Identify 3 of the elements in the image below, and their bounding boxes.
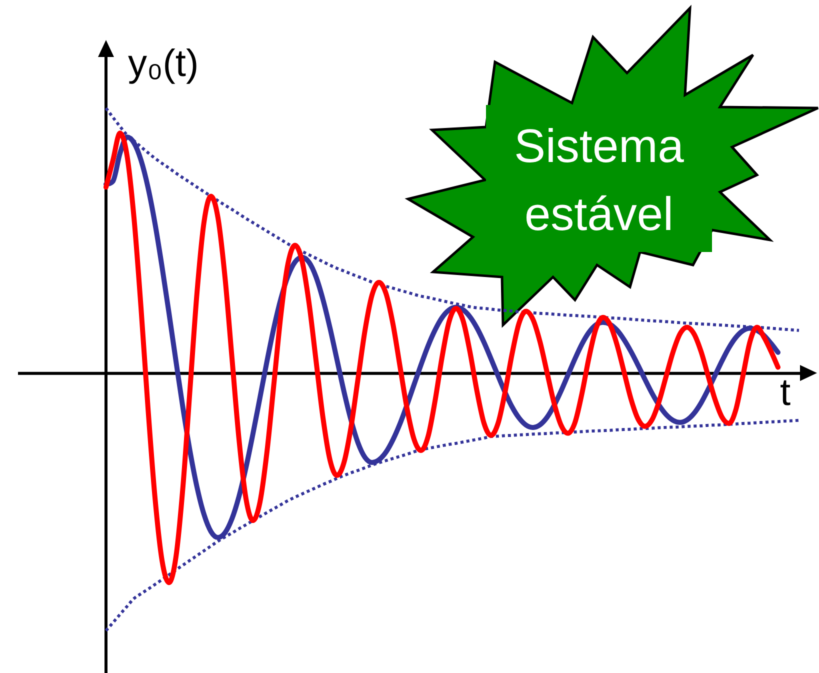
x-axis-title: t xyxy=(780,372,791,414)
y-axis-title: y₀(t) xyxy=(128,43,199,85)
annotation: Sistema estável xyxy=(486,105,712,252)
